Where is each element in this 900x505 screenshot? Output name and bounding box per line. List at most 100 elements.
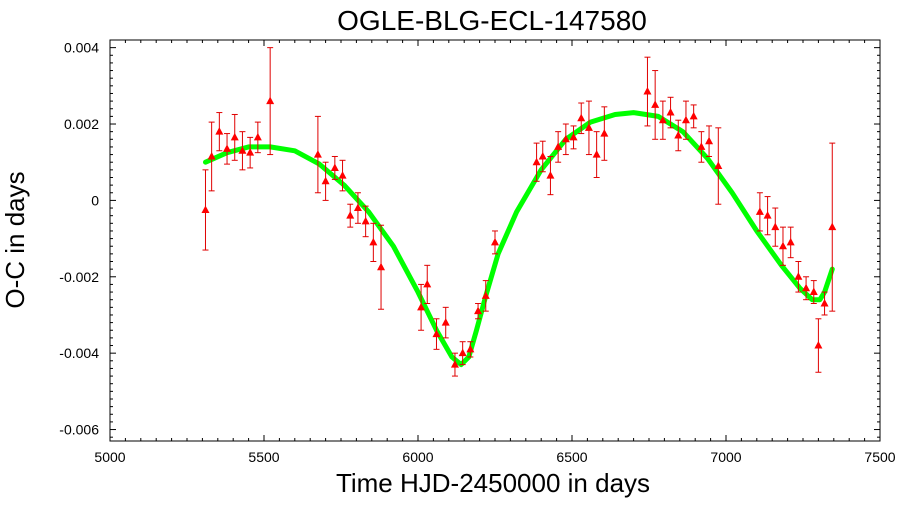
point-marker	[353, 203, 362, 212]
point-marker	[592, 150, 601, 158]
point-marker	[223, 144, 232, 152]
data-point	[658, 100, 667, 140]
point-marker	[820, 299, 829, 307]
point-marker	[321, 176, 330, 185]
data-point	[651, 70, 660, 140]
x-tick-label: 5500	[248, 449, 279, 465]
data-point	[584, 100, 593, 156]
point-marker	[643, 87, 652, 95]
data-point	[794, 261, 803, 293]
data-point	[532, 142, 541, 182]
point-marker	[338, 171, 347, 179]
data-point	[369, 222, 378, 263]
point-marker	[651, 100, 660, 108]
data-point	[266, 47, 275, 156]
data-point	[207, 121, 216, 192]
data-point	[361, 205, 370, 238]
data-point	[809, 280, 818, 305]
y-tick-label: -0.002	[59, 269, 99, 285]
data-point	[353, 192, 362, 224]
point-marker	[346, 211, 355, 219]
point-marker	[755, 207, 764, 215]
fit-layer	[203, 110, 835, 368]
data-point	[458, 341, 467, 366]
data-point	[450, 352, 459, 377]
x-axis: 5000 5500 6000 6500 7000 7500	[94, 40, 896, 465]
y-tick-label: 0	[91, 192, 99, 208]
x-tick-label: 6000	[402, 449, 433, 465]
data-point	[600, 106, 609, 161]
data-point	[546, 155, 555, 196]
y-tick-label: 0.004	[64, 40, 99, 56]
point-marker	[778, 241, 787, 250]
point-marker	[786, 237, 795, 246]
data-point	[466, 341, 475, 358]
data-point	[215, 112, 224, 152]
point-marker	[561, 134, 570, 143]
data-point	[223, 133, 232, 165]
point-marker	[689, 111, 698, 120]
point-marker	[215, 127, 224, 135]
data-point	[674, 119, 683, 152]
data-point	[321, 161, 330, 201]
data-point	[330, 155, 339, 180]
point-marker	[466, 344, 475, 353]
data-point	[681, 100, 690, 140]
data-point	[763, 196, 772, 236]
point-marker	[802, 283, 811, 292]
data-point	[417, 283, 426, 331]
data-point	[714, 127, 723, 205]
data-point	[201, 169, 210, 251]
y-axis-label: O-C in days	[0, 171, 30, 308]
x-tick-label: 7500	[864, 449, 895, 465]
data-point	[592, 131, 601, 178]
point-marker	[546, 171, 555, 179]
point-marker	[377, 262, 386, 271]
chart-title: OGLE-BLG-ECL-147580	[337, 5, 647, 36]
data-point	[313, 115, 322, 194]
point-marker	[230, 132, 239, 141]
fit-curve	[203, 110, 835, 368]
point-marker	[584, 123, 593, 131]
point-marker	[794, 272, 803, 280]
data-point	[814, 318, 823, 373]
data-point	[666, 96, 675, 129]
data-point	[828, 142, 837, 312]
point-marker	[666, 108, 675, 116]
data-point	[697, 131, 706, 163]
point-marker	[828, 222, 837, 231]
point-marker	[238, 146, 247, 154]
y-tick-label: 0.002	[64, 116, 99, 132]
point-marker	[600, 129, 609, 137]
data-point	[561, 123, 570, 156]
point-marker	[658, 115, 667, 124]
point-marker	[246, 148, 255, 156]
point-marker	[474, 306, 483, 315]
point-marker	[577, 113, 586, 122]
data-point	[786, 226, 795, 259]
point-marker	[458, 348, 467, 357]
data-point	[253, 121, 262, 154]
point-marker	[417, 302, 426, 311]
data-point	[338, 159, 347, 192]
point-marker	[201, 205, 210, 213]
x-tick-label: 7000	[710, 449, 741, 465]
point-marker	[532, 157, 541, 166]
data-point	[643, 56, 652, 127]
point-marker	[253, 132, 262, 141]
point-marker	[313, 150, 322, 158]
data-point	[238, 131, 247, 171]
data-point	[577, 102, 586, 135]
y-axis: 0.004 0.002 0 -0.002 -0.004 -0.006	[59, 40, 880, 438]
data-point	[755, 192, 764, 232]
y-tick-label: -0.004	[59, 345, 99, 361]
data-point	[377, 224, 386, 310]
point-marker	[697, 142, 706, 150]
data-point	[538, 140, 547, 173]
point-marker	[538, 151, 547, 160]
point-marker	[569, 132, 578, 141]
data-point	[820, 291, 829, 316]
data-point	[705, 125, 714, 157]
point-marker	[266, 96, 275, 105]
